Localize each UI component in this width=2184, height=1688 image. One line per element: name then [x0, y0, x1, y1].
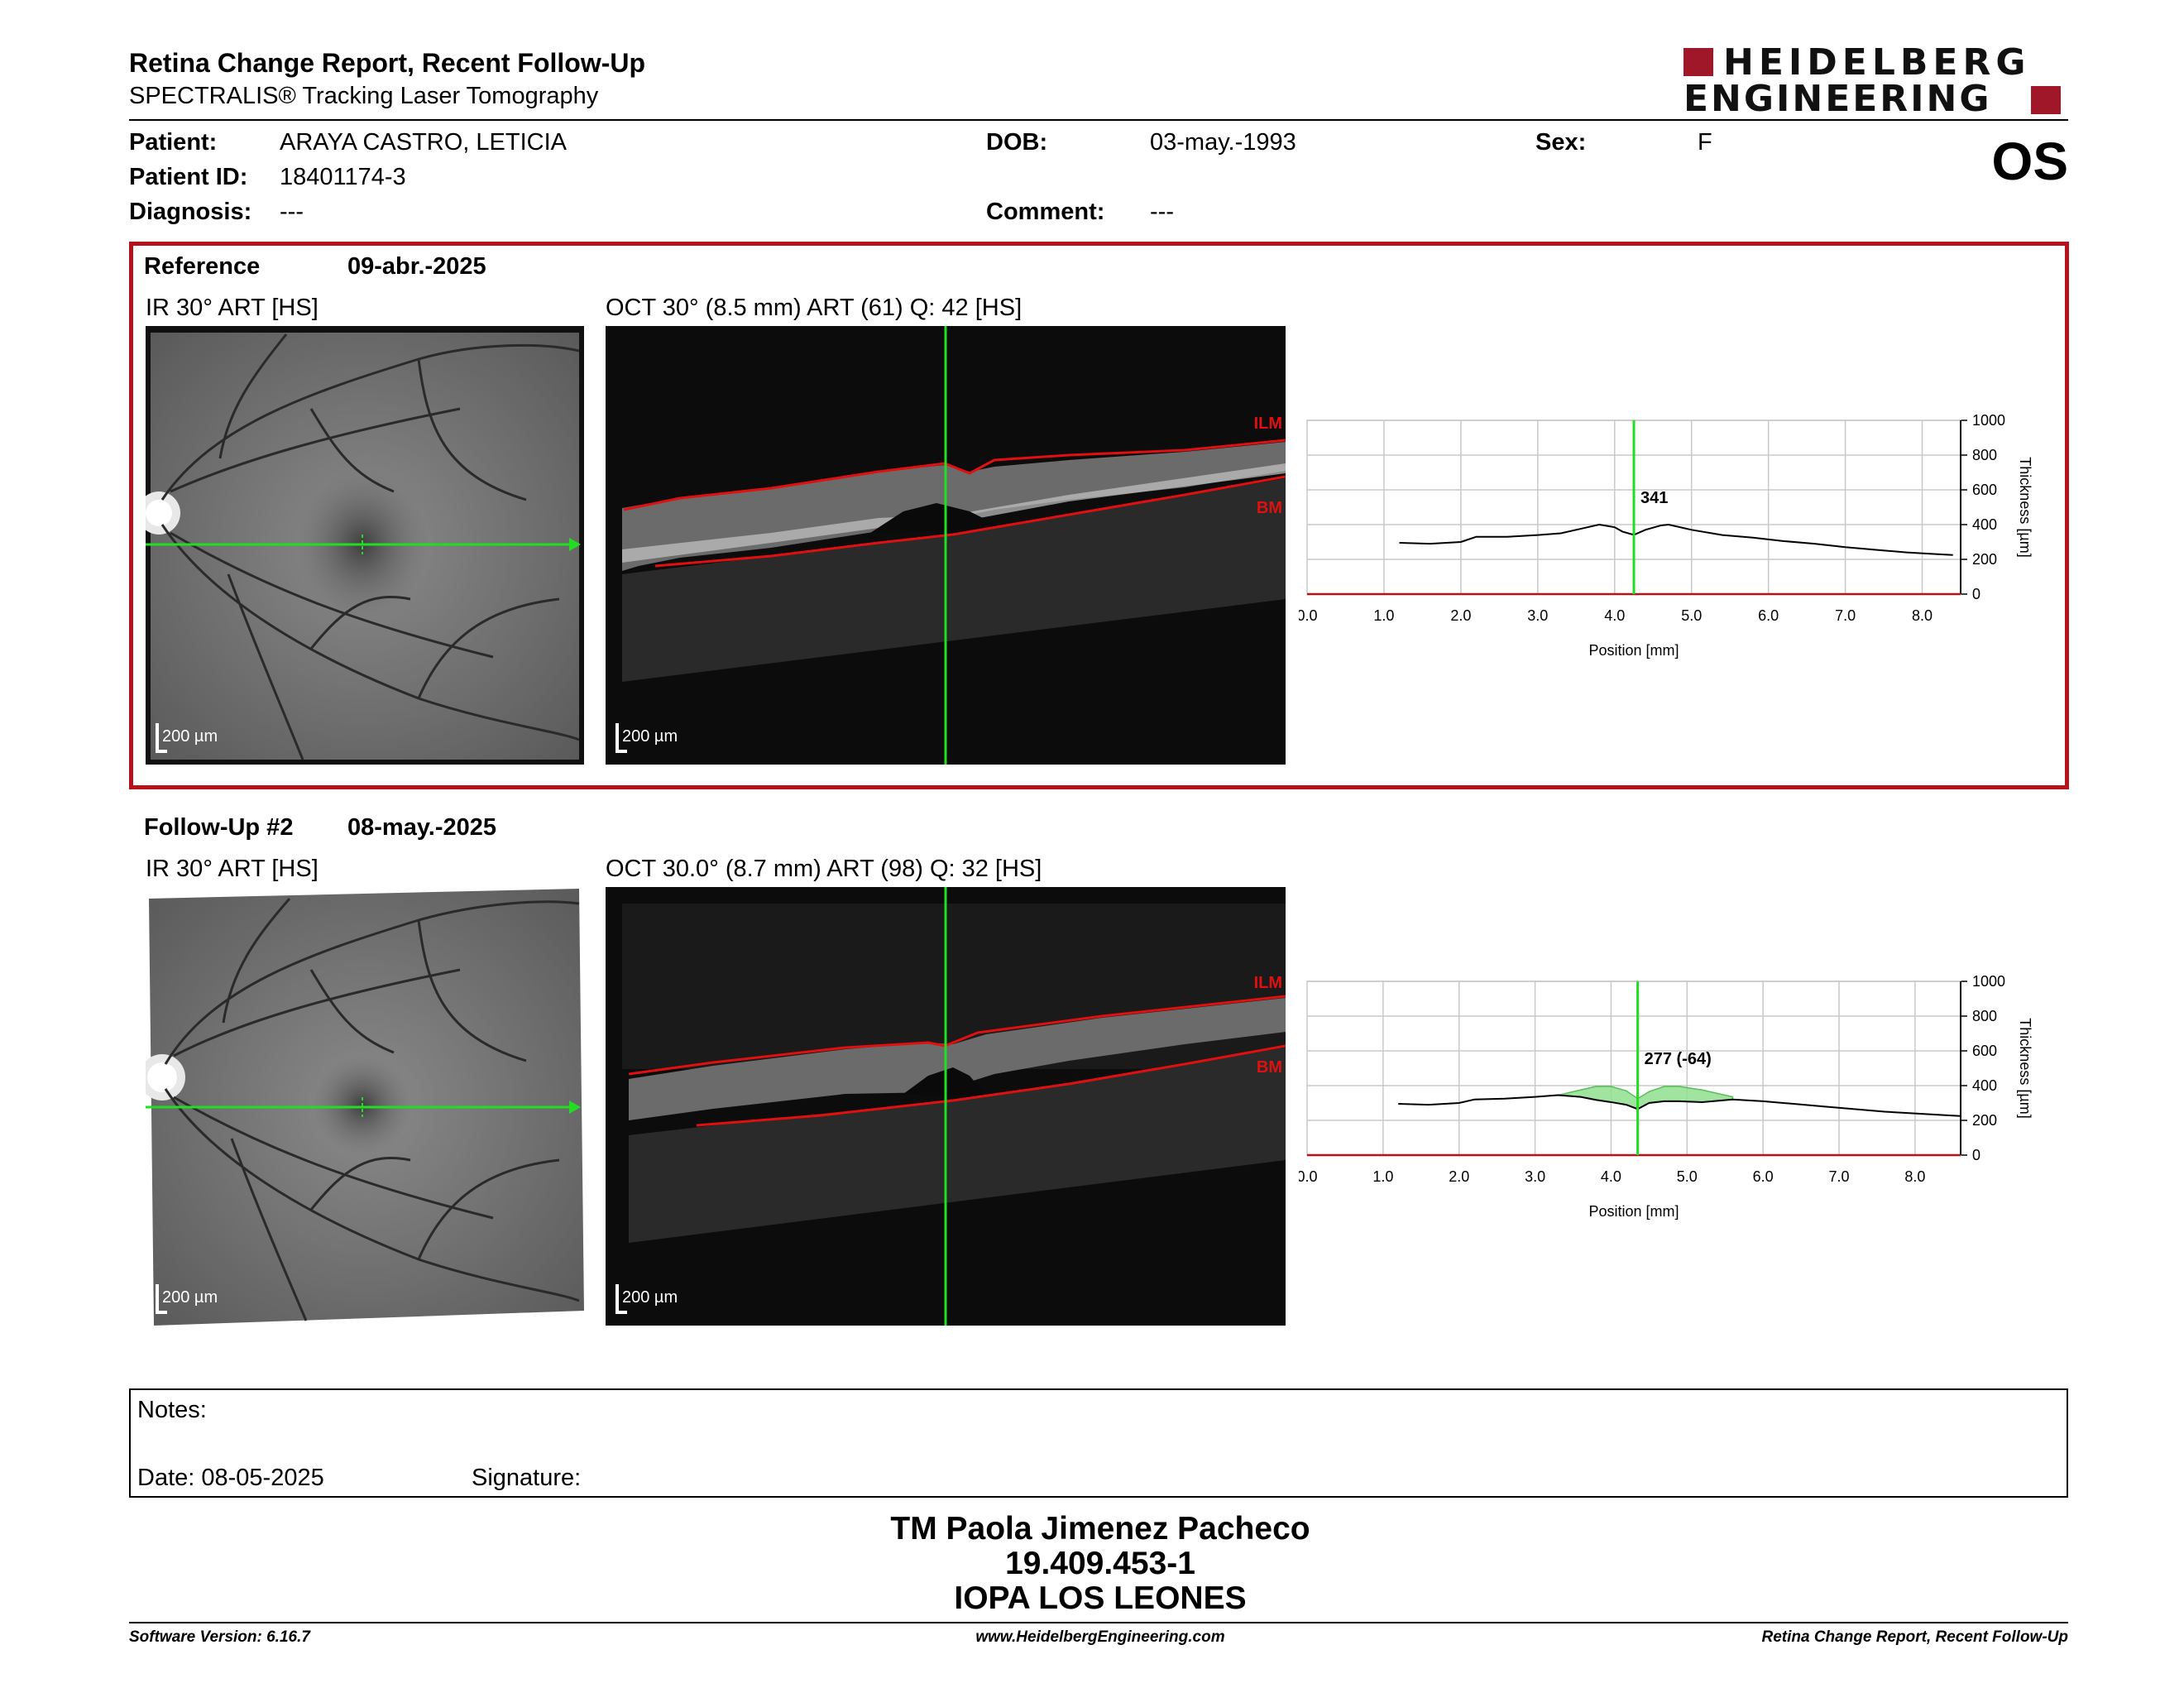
- followup-date: 08-may.-2025: [347, 814, 497, 841]
- chart0-x-tick-label: 0.0: [1299, 607, 1318, 624]
- footer-software-version: Software Version: 6.16.7: [129, 1628, 310, 1646]
- chart1-x-tick-label: 0.0: [1299, 1168, 1318, 1185]
- chart1-y-tick-label: 400: [1972, 1077, 1997, 1094]
- reference-thickness-chart: 0.0 1.0 2.0 3.0 4.0 5.0 6.0 7.0 8.0 0 200 400 600 800…: [1299, 412, 2033, 659]
- reference-section-frame: [129, 242, 2069, 789]
- dob-label: DOB:: [986, 129, 1048, 156]
- chart0-x-axis-label: Position [mm]: [1588, 642, 1679, 659]
- reference-ir-scale-label: 200 µm: [162, 727, 218, 746]
- chart1-y-tick-label: 800: [1972, 1008, 1997, 1024]
- chart1-x-tick-label: 6.0: [1753, 1168, 1774, 1185]
- sex-label: Sex:: [1535, 129, 1587, 156]
- chart1-x-tick-label: 7.0: [1829, 1168, 1850, 1185]
- chart1-plot-frame: [1306, 981, 1961, 1156]
- chart0-y-tick-label: 800: [1972, 447, 1997, 463]
- footer-website-link[interactable]: www.HeidelbergEngineering.com: [975, 1628, 1225, 1646]
- sex-value: F: [1698, 129, 1712, 156]
- followup-oct-scale-label: 200 µm: [622, 1288, 678, 1307]
- chart1-x-tick-label: 2.0: [1449, 1168, 1469, 1185]
- chart0-x-tick-label: 7.0: [1835, 607, 1856, 624]
- followup-label: Follow-Up #2: [144, 814, 294, 841]
- notes-box: Notes: Date: 08-05-2025 Signature:: [129, 1388, 2068, 1498]
- chart0-x-tick-label: 2.0: [1450, 607, 1471, 624]
- chart1-y-axis-label: Thickness [µm]: [2017, 1018, 2033, 1118]
- followup-ilm-label: ILM: [1254, 974, 1282, 992]
- chart0-thickness-line: [1399, 523, 1953, 556]
- chart0-x-tick-label: 5.0: [1681, 607, 1702, 624]
- reference-bm-label: BM: [1257, 499, 1282, 517]
- chart1-x-tick-label: 3.0: [1525, 1168, 1545, 1185]
- followup-ir-fundus-image: 200 µm: [146, 887, 584, 1326]
- chart1-y-tick-label: 200: [1972, 1112, 1997, 1129]
- header-divider: [129, 119, 2068, 121]
- report-title: Retina Change Report, Recent Follow-Up: [129, 48, 646, 78]
- chart0-y-tick-label: 0: [1972, 586, 1980, 602]
- diagnosis-value: ---: [280, 199, 304, 225]
- chart1-x-tick-label: 5.0: [1677, 1168, 1698, 1185]
- reference-label: Reference: [144, 253, 261, 280]
- followup-ir-scale-bar: 200 µm: [156, 1281, 255, 1314]
- chart1-cursor-value-label: 277 (-64): [1645, 1050, 1712, 1068]
- followup-oct-bscan-image: ILM BM 200 µm: [606, 887, 1286, 1326]
- reference-ir-scale-bar: 200 µm: [156, 720, 255, 753]
- chart0-cursor-value-label: 341: [1640, 489, 1668, 507]
- patient-name-label: Patient:: [129, 129, 218, 156]
- chart1-y-tick-label: 1000: [1972, 973, 2005, 990]
- followup-oct-scale-bar: 200 µm: [615, 1281, 715, 1314]
- chart1-y-tick-label: 0: [1972, 1147, 1980, 1163]
- reference-ir-label: IR 30° ART [HS]: [146, 295, 318, 321]
- chart0-x-tick-label: 6.0: [1758, 607, 1779, 624]
- footer-divider: [129, 1622, 2068, 1623]
- reference-oct-scale-bar: 200 µm: [615, 720, 715, 753]
- chart0-x-tick-label: 4.0: [1604, 607, 1625, 624]
- chart0-y-tick-label: 200: [1972, 551, 1997, 568]
- signatory-name: TM Paola Jimenez Pacheco: [890, 1511, 1310, 1547]
- comment-value: ---: [1150, 199, 1174, 225]
- heidelberg-logo: HEIDELBERG ENGINEERING: [1684, 41, 2064, 120]
- followup-bm-label: BM: [1257, 1058, 1282, 1077]
- chart0-y-tick-label: 1000: [1972, 412, 2005, 429]
- reference-oct-bscan-image: ILM BM 200 µm: [606, 326, 1286, 765]
- followup-oct-label: OCT 30.0° (8.7 mm) ART (98) Q: 32 [HS]: [606, 856, 1042, 882]
- followup-thickness-chart: 0.0 1.0 2.0 3.0 4.0 5.0 6.0 7.0 8.0 0 200 400 600 800…: [1299, 973, 2033, 1220]
- chart1-x-tick-label: 8.0: [1904, 1168, 1925, 1185]
- signature-label: Signature:: [472, 1465, 582, 1491]
- chart0-y-axis-label: Thickness [µm]: [2017, 457, 2033, 557]
- chart0-y-tick-label: 600: [1972, 482, 1997, 498]
- patient-id: 18401174-3: [280, 164, 406, 190]
- report-subtitle: SPECTRALIS® Tracking Laser Tomography: [129, 83, 599, 109]
- signatory-rut: 19.409.453-1: [1005, 1546, 1195, 1581]
- logo-line1: HEIDELBERG: [1723, 41, 2031, 84]
- comment-label: Comment:: [986, 199, 1105, 225]
- notes-date: Date: 08-05-2025: [137, 1465, 324, 1491]
- patient-name: ARAYA CASTRO, LETICIA: [280, 129, 568, 156]
- dob-value: 03-may.-1993: [1150, 129, 1296, 156]
- diagnosis-label: Diagnosis:: [129, 199, 252, 225]
- patient-id-label: Patient ID:: [129, 164, 248, 190]
- eye-indicator: OS: [1991, 132, 2068, 191]
- chart1-x-tick-label: 1.0: [1372, 1168, 1393, 1185]
- chart0-x-tick-label: 8.0: [1912, 607, 1933, 624]
- chart0-x-tick-label: 3.0: [1527, 607, 1548, 624]
- chart1-x-tick-label: 4.0: [1601, 1168, 1621, 1185]
- reference-oct-scale-label: 200 µm: [622, 727, 678, 746]
- chart1-y-tick-label: 600: [1972, 1043, 1997, 1059]
- followup-ir-scale-label: 200 µm: [162, 1288, 218, 1307]
- footer-report-name: Retina Change Report, Recent Follow-Up: [1761, 1628, 2068, 1646]
- chart1-thickness-line: [1398, 1094, 1961, 1117]
- followup-ir-label: IR 30° ART [HS]: [146, 856, 318, 882]
- reference-oct-label: OCT 30° (8.5 mm) ART (61) Q: 42 [HS]: [606, 295, 1023, 321]
- reference-date: 09-abr.-2025: [347, 253, 486, 280]
- chart0-x-tick-label: 1.0: [1373, 607, 1394, 624]
- signatory-place: IOPA LOS LEONES: [954, 1580, 1247, 1616]
- chart1-x-axis-label: Position [mm]: [1588, 1203, 1679, 1220]
- reference-ilm-label: ILM: [1254, 415, 1282, 433]
- reference-ir-fundus-image: 200 µm: [146, 326, 584, 765]
- logo-line2: ENGINEERING: [1684, 78, 1992, 120]
- notes-label: Notes:: [137, 1397, 207, 1423]
- chart0-y-tick-label: 400: [1972, 516, 1997, 533]
